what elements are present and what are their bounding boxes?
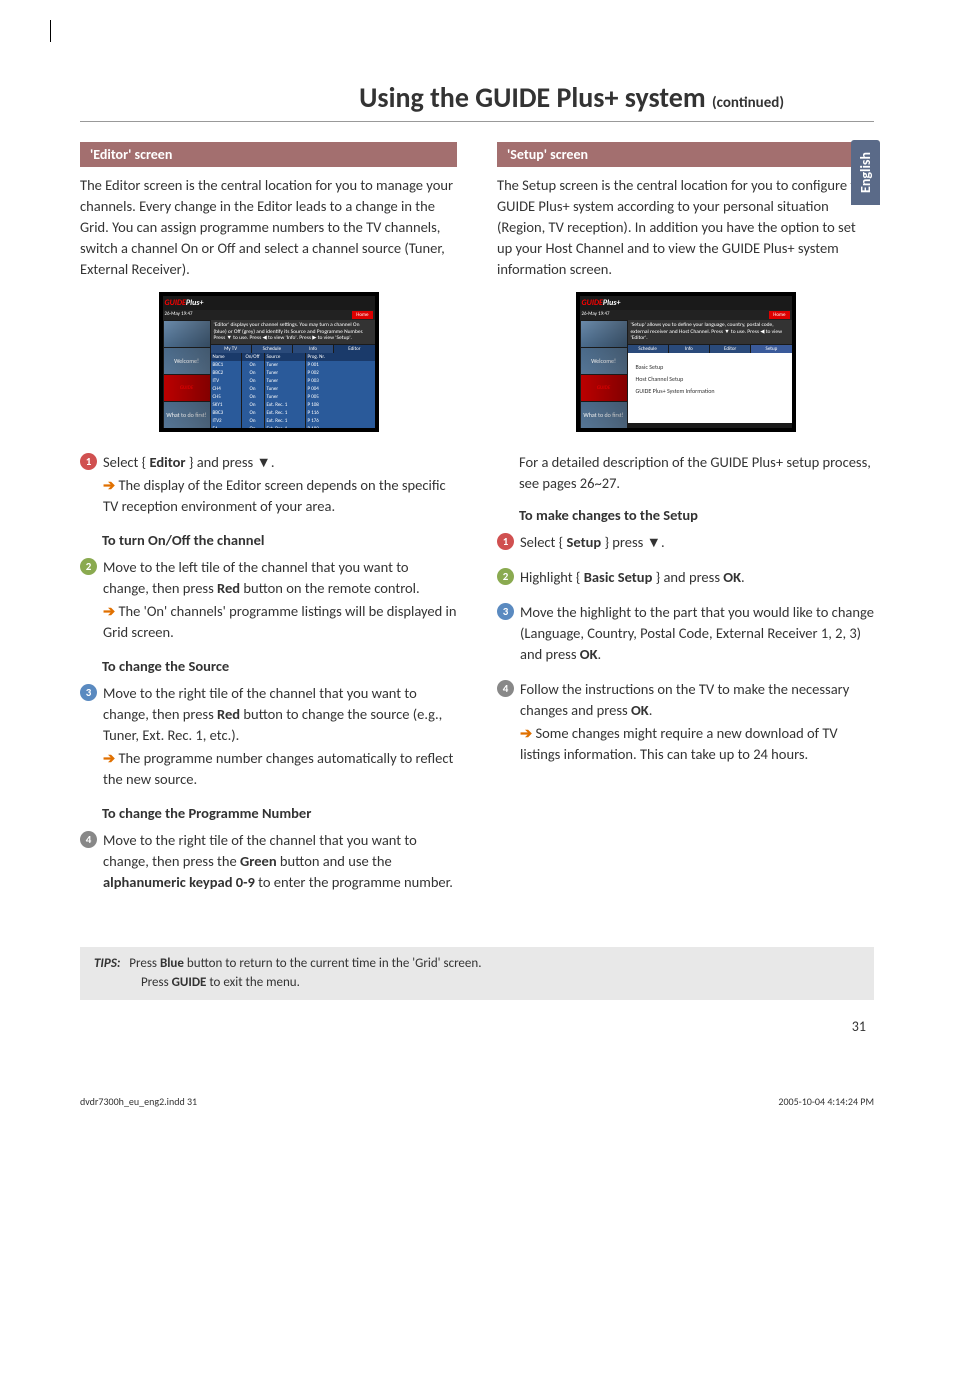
left-step-4: 4 Move to the right tile of the channel … (80, 830, 457, 893)
step-number-3: 3 (497, 603, 514, 620)
footer-right: 2005-10-04 4:14:24 PM (778, 1095, 874, 1108)
footer: dvdr7300h_eu_eng2.indd 31 2005-10-04 4:1… (0, 1035, 954, 1138)
left-step-2: 2 Move to the left tile of the channel t… (80, 557, 457, 643)
table-row: CH5OnTunerP 005 (211, 393, 375, 401)
left-step-1: 1 Select { Editor } and press ▼. ➔ The d… (80, 452, 457, 517)
left-step-3: 3 Move to the right tile of the channel … (80, 683, 457, 790)
step-number-1: 1 (497, 533, 514, 550)
page-title: Using the GUIDE Plus+ system (continued) (80, 40, 874, 122)
right-step-1: 1 Select { Setup } press ▼. (497, 532, 874, 553)
footer-left: dvdr7300h_eu_eng2.indd 31 (80, 1095, 197, 1108)
subhead-onoff: To turn On/Off the channel (102, 531, 457, 549)
subhead-source: To change the Source (102, 657, 457, 675)
table-row: BBC2OnTunerP 002 (211, 369, 375, 377)
setup-screenshot: GUIDEPlus+ 26-May 19:47 Home Welcome! GU… (576, 292, 796, 432)
right-step-4: 4 Follow the instructions on the TV to m… (497, 679, 874, 765)
title-cont: (continued) (712, 94, 784, 112)
tips-label: TIPS: (94, 956, 120, 971)
editor-header: 'Editor' screen (80, 142, 457, 167)
arrow-icon: ➔ (103, 749, 118, 767)
tips-box: TIPS: Press Blue button to return to the… (80, 947, 874, 999)
subhead-setup-changes: To make changes to the Setup (519, 506, 874, 524)
editor-intro: The Editor screen is the central locatio… (80, 175, 457, 280)
arrow-icon: ➔ (520, 724, 535, 742)
setup-header: 'Setup' screen (497, 142, 874, 167)
left-column: 'Editor' screen The Editor screen is the… (80, 142, 457, 907)
table-row: ITV2OnExt. Rec. 1P 176 (211, 417, 375, 425)
step-number-2: 2 (497, 568, 514, 585)
right-step-3: 3 Move the highlight to the part that yo… (497, 602, 874, 665)
arrow-icon: ➔ (103, 602, 118, 620)
setup-para: For a detailed description of the GUIDE … (519, 452, 874, 494)
language-tab: English (851, 140, 880, 205)
table-row: CH4OnTunerP 004 (211, 385, 375, 393)
step-number-1: 1 (80, 453, 97, 470)
setup-intro: The Setup screen is the central location… (497, 175, 874, 280)
right-step-2: 2 Highlight { Basic Setup } and press OK… (497, 567, 874, 588)
step-number-4: 4 (497, 680, 514, 697)
table-row: BBC3OnExt. Rec. 1P 116 (211, 409, 375, 417)
page-number: 31 (0, 1000, 954, 1035)
table-row: SKY1OnExt. Rec. 1P 108 (211, 401, 375, 409)
table-row: BBC1OnTunerP 001 (211, 361, 375, 369)
subhead-prognum: To change the Programme Number (102, 804, 457, 822)
step-number-4: 4 (80, 831, 97, 848)
editor-screenshot: GUIDEPlus+ 26-May 19:47 Home Welcome! GU… (159, 292, 379, 432)
title-main: Using the GUIDE Plus+ system (359, 80, 706, 115)
arrow-icon: ➔ (103, 476, 118, 494)
step-number-2: 2 (80, 558, 97, 575)
table-row: E4OnExt. Rec. 1P 189 (211, 425, 375, 432)
step-number-3: 3 (80, 684, 97, 701)
right-column: 'Setup' screen The Setup screen is the c… (497, 142, 874, 907)
table-row: ITVOnTunerP 003 (211, 377, 375, 385)
